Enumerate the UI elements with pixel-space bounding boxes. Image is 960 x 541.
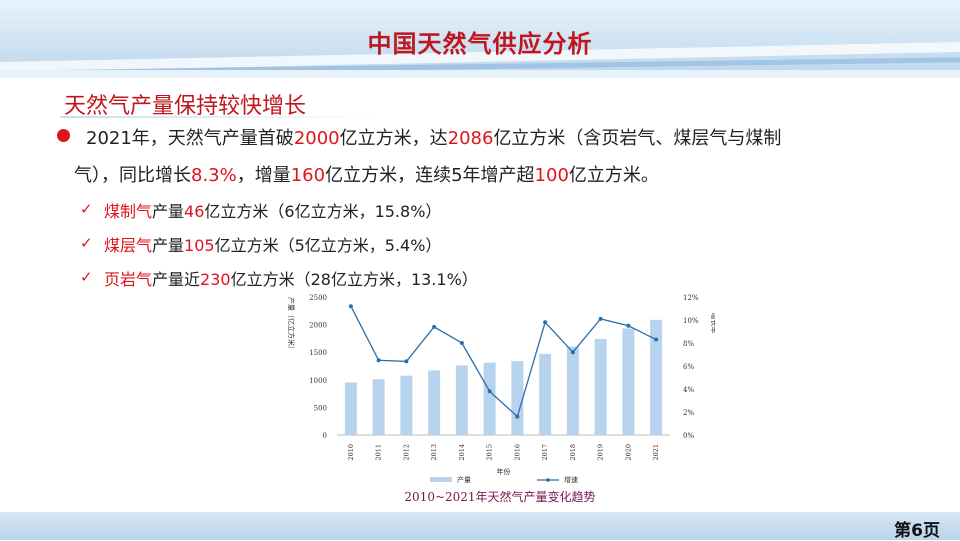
check-icon: ✓ <box>80 234 93 252</box>
bar <box>455 365 468 435</box>
x-tick-label: 2017 <box>541 444 549 461</box>
y2-tick-label: 6% <box>683 363 694 371</box>
y2-tick-label: 2% <box>683 409 694 417</box>
legend-swatch-point <box>546 478 550 482</box>
bar <box>650 319 663 435</box>
bar <box>344 382 357 435</box>
growth-point <box>432 324 437 329</box>
x-tick-label: 2010 <box>347 444 355 461</box>
highlight-value: 105 <box>184 236 215 255</box>
bullet-line-2: 气），同比增长8.3%，增量160亿立方米，连续5年增产超100亿立方米。 <box>74 161 659 187</box>
sub-item-name: 煤层气 <box>104 236 153 255</box>
text-run: 亿立方米（含页岩气、煤层气与煤制 <box>493 128 782 149</box>
check-icon: ✓ <box>80 200 93 218</box>
growth-point <box>543 320 548 325</box>
bar <box>539 353 552 435</box>
text-run: 2021年，天然气产量首破 <box>86 128 294 149</box>
growth-point <box>376 358 381 363</box>
growth-point <box>459 341 464 345</box>
text-run: ，增量 <box>236 165 291 186</box>
footer-band <box>0 512 960 540</box>
sub-item-name: 煤制气 <box>104 202 153 221</box>
highlight-value: 2086 <box>447 128 494 149</box>
y2-tick-label: 8% <box>683 340 694 348</box>
text-run: 亿立方米。 <box>568 165 659 186</box>
bullet-dot-icon <box>57 129 70 142</box>
y-tick-label: 2000 <box>309 322 327 330</box>
text-run: 亿立方米（6亿立方米，15.8%） <box>204 202 442 221</box>
bar <box>511 361 524 435</box>
growth-point <box>487 389 492 394</box>
legend-label: 增速 <box>564 475 578 484</box>
growth-point <box>515 414 520 419</box>
growth-point <box>404 359 409 364</box>
x-tick-label: 2012 <box>402 444 410 461</box>
bullet-line-1: 2021年，天然气产量首破2000亿立方米，达2086亿立方米（含页岩气、煤层气… <box>86 124 781 150</box>
x-tick-label: 2013 <box>430 444 438 461</box>
page-number: 第6页 <box>894 521 940 541</box>
bar <box>483 362 496 435</box>
sub-item-shale-gas: 页岩气产量近230亿立方米（28亿立方米，13.1%） <box>104 266 478 290</box>
bar <box>566 346 579 435</box>
sub-item-coalbed-methane: 煤层气产量105亿立方米（5亿立方米，5.4%） <box>104 232 441 256</box>
y2-tick-label: 0% <box>683 432 694 440</box>
growth-point <box>654 337 659 342</box>
check-icon: ✓ <box>80 268 93 286</box>
text-run: 产量 <box>152 236 185 255</box>
growth-line <box>350 305 657 418</box>
bar <box>372 379 385 435</box>
legend-label: 产量 <box>457 475 471 484</box>
subtitle-underline <box>60 116 380 118</box>
y-tick-label: 1500 <box>309 349 327 357</box>
text-run: 产量近 <box>152 270 201 289</box>
sub-item-coal-to-gas: 煤制气产量46亿立方米（6亿立方米，15.8%） <box>104 198 441 222</box>
highlight-value: 160 <box>290 165 326 186</box>
highlight-value: 8.3% <box>191 165 237 186</box>
y-tick-label: 2500 <box>309 294 327 302</box>
text-run: 气），同比增长 <box>74 165 191 186</box>
bar <box>594 338 607 435</box>
y-tick-label: 0 <box>323 432 327 440</box>
growth-point <box>348 304 353 309</box>
bar <box>622 328 635 435</box>
growth-point <box>570 350 575 355</box>
y-axis-title: 产量（亿立方米） <box>287 297 296 353</box>
text-run: 亿立方米，连续5年增产超 <box>325 165 535 186</box>
highlight-value: 46 <box>184 202 205 221</box>
text-run: 产量 <box>152 202 185 221</box>
x-tick-label: 2014 <box>458 444 466 461</box>
highlight-value: 100 <box>534 165 569 186</box>
text-run: 亿立方米，达 <box>339 128 448 149</box>
x-tick-label: 2020 <box>624 444 632 461</box>
section-subtitle: 天然气产量保持较快增长 <box>64 94 307 119</box>
y-tick-label: 500 <box>314 404 327 412</box>
y2-axis-title: 增长率 <box>710 313 715 334</box>
growth-point <box>598 316 603 321</box>
highlight-value: 2000 <box>293 128 340 149</box>
bar <box>428 370 441 435</box>
bar <box>400 375 413 435</box>
x-tick-label: 2021 <box>652 444 660 461</box>
highlight-value: 230 <box>200 270 231 289</box>
y2-tick-label: 12% <box>683 294 699 302</box>
header-banner <box>0 0 960 78</box>
x-tick-label: 2015 <box>486 444 494 461</box>
x-axis-title: 年份 <box>497 467 511 476</box>
x-tick-label: 2011 <box>375 444 383 461</box>
x-tick-label: 2016 <box>513 444 521 461</box>
chart-title: 2010~2021年天然气产量变化趋势 <box>404 490 596 504</box>
legend-swatch-bar <box>430 477 452 482</box>
y2-tick-label: 4% <box>683 386 694 394</box>
text-run: 亿立方米（28亿立方米，13.1%） <box>230 270 478 289</box>
text-run: 亿立方米（5亿立方米，5.4%） <box>214 236 442 255</box>
banner-stripe <box>0 70 960 78</box>
y2-tick-label: 10% <box>683 317 699 325</box>
page-title: 中国天然气供应分析 <box>367 30 593 58</box>
x-tick-label: 2018 <box>569 444 577 461</box>
y-tick-label: 1000 <box>309 377 327 385</box>
growth-point <box>626 323 631 328</box>
x-tick-label: 2019 <box>597 444 605 461</box>
production-chart: 0 500 1000 1500 2000 2500 0% 2% 4% 6% 8% 10% 12% 2010… <box>287 294 715 484</box>
sub-item-name: 页岩气 <box>104 270 153 289</box>
